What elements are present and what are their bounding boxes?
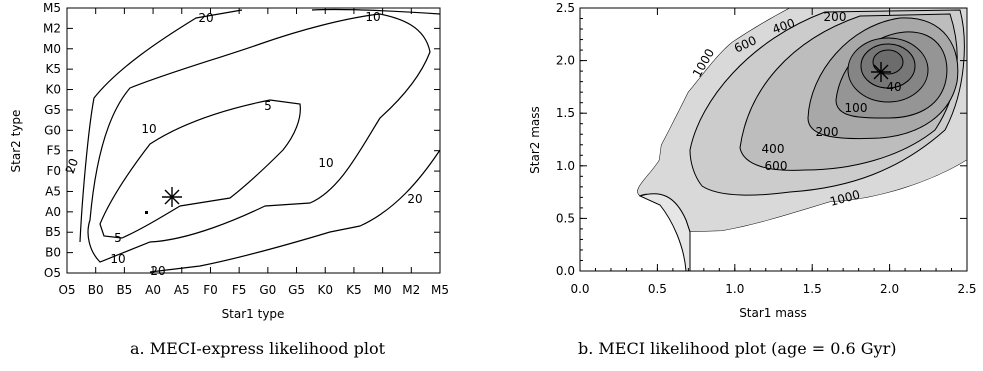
clabel-a-20-left: 20: [63, 156, 81, 175]
panel-a-xlabel: Star1 type: [222, 307, 285, 321]
a-xtick-label: B0: [88, 283, 104, 297]
a-ytick-label: K5: [45, 62, 61, 76]
clabel-a-5-low: 5: [114, 231, 122, 245]
clabel-a-10-left: 10: [141, 122, 156, 136]
a-ytick-label: F0: [46, 164, 61, 178]
panel-b-marker: [871, 62, 891, 82]
a-ytick-label: O5: [44, 266, 61, 280]
a-ytick-label: A5: [45, 184, 61, 198]
b-ytick-label: 1.0: [556, 159, 575, 173]
a-xtick-label: G5: [288, 283, 305, 297]
panel-a-tick-labels: O5 O5 B0 B0 B5 B5 A0 A0 A5 A5 F0 F0 F5 F5 G0 G0 G5 G5 K0 K0…: [43, 1, 449, 297]
contour-inner-lower: [638, 193, 691, 271]
a-ytick-label: G0: [44, 123, 61, 137]
clabel-a-10-right: 10: [318, 156, 333, 170]
contour-5: [99, 99, 301, 239]
a-xtick-label: K0: [317, 283, 333, 297]
clabel-a-5: 5: [264, 99, 272, 113]
a-ytick-label: B0: [45, 246, 61, 260]
a-xtick-label: M5: [431, 283, 449, 297]
a-xtick-label: O5: [58, 283, 75, 297]
a-ytick-label: M5: [43, 1, 61, 15]
b-xtick-label: 0.0: [570, 282, 589, 296]
a-xtick-label: B5: [116, 283, 132, 297]
clabel-a-20-bottom: 20: [150, 264, 165, 278]
panel-b-ylabel: Star2 mass: [528, 106, 542, 174]
a-ytick-label: M0: [43, 42, 61, 56]
b-ytick-label: 2.5: [556, 1, 575, 15]
panel-b-frame: [579, 7, 968, 272]
a-ytick-label: K0: [45, 83, 61, 97]
panel-a-marker: [162, 187, 182, 207]
a-ytick-label: M2: [43, 21, 61, 35]
clabel-b-600-bottom: 600: [765, 159, 788, 173]
contour-10: [87, 13, 431, 263]
b-ytick-label: 0.0: [556, 264, 575, 278]
region-10: [872, 49, 904, 75]
panel-b-tick-labels: 0.0 0.5 1.0 1.5 2.0 2.5 0.0 0.5 1.0 1.5 2.0 2.5: [556, 1, 977, 296]
a-xtick-label: G0: [259, 283, 276, 297]
caption-a: a. MECI-express likelihood plot: [130, 339, 386, 358]
clabel-a-20-top: 20: [198, 11, 213, 25]
panel-a: 20 10 5 10 10 20 5 10 20 20 O5 O5 B0 B0 B5 B5…: [9, 1, 449, 321]
panel-a-frame: [66, 7, 441, 274]
b-xtick-label: 1.5: [803, 282, 822, 296]
clabel-a-20-right: 20: [407, 192, 422, 206]
clabel-a-10-low: 10: [110, 252, 125, 266]
b-xtick-label: 1.0: [725, 282, 744, 296]
clabel-b-40: 40: [886, 80, 901, 94]
region-edge: [580, 8, 967, 271]
caption-b: b. MECI likelihood plot (age = 0.6 Gyr): [578, 339, 897, 358]
panel-b-fills: [580, 8, 967, 271]
a-ytick-label: B5: [45, 225, 61, 239]
b-ytick-label: 0.5: [556, 211, 575, 225]
b-ytick-label: 2.0: [556, 54, 575, 68]
a-xtick-label: A0: [145, 283, 161, 297]
b-xtick-label: 2.5: [957, 282, 976, 296]
panel-a-ticks: [66, 7, 441, 274]
a-xtick-label: F5: [232, 283, 247, 297]
b-xtick-label: 0.5: [648, 282, 667, 296]
b-xtick-label: 2.0: [880, 282, 899, 296]
panel-b-ticks: [579, 7, 968, 272]
a-xtick-label: F0: [203, 283, 218, 297]
clabel-b-200-top: 200: [824, 10, 847, 24]
clabel-b-400-bottom: 400: [762, 142, 785, 156]
panel-b: 1000 600 400 200 100 40 200 400 600 1000…: [528, 1, 977, 320]
panel-b-xlabel: Star1 mass: [739, 306, 807, 320]
clabel-b-100: 100: [845, 101, 868, 115]
a-xtick-label: K5: [346, 283, 362, 297]
a-ytick-label: F5: [46, 144, 61, 158]
a-xtick-label: A5: [174, 283, 190, 297]
a-xtick-label: M0: [374, 283, 392, 297]
panel-a-contours: [79, 8, 440, 273]
clabel-b-200-bottom: 200: [816, 125, 839, 139]
panel-a-dot: [145, 211, 148, 214]
panel-a-ylabel: Star2 type: [9, 110, 23, 173]
a-ytick-label: A0: [45, 205, 61, 219]
a-ytick-label: G5: [44, 103, 61, 117]
clabel-a-10-top: 10: [365, 10, 380, 24]
a-xtick-label: M2: [402, 283, 420, 297]
b-ytick-label: 1.5: [556, 106, 575, 120]
